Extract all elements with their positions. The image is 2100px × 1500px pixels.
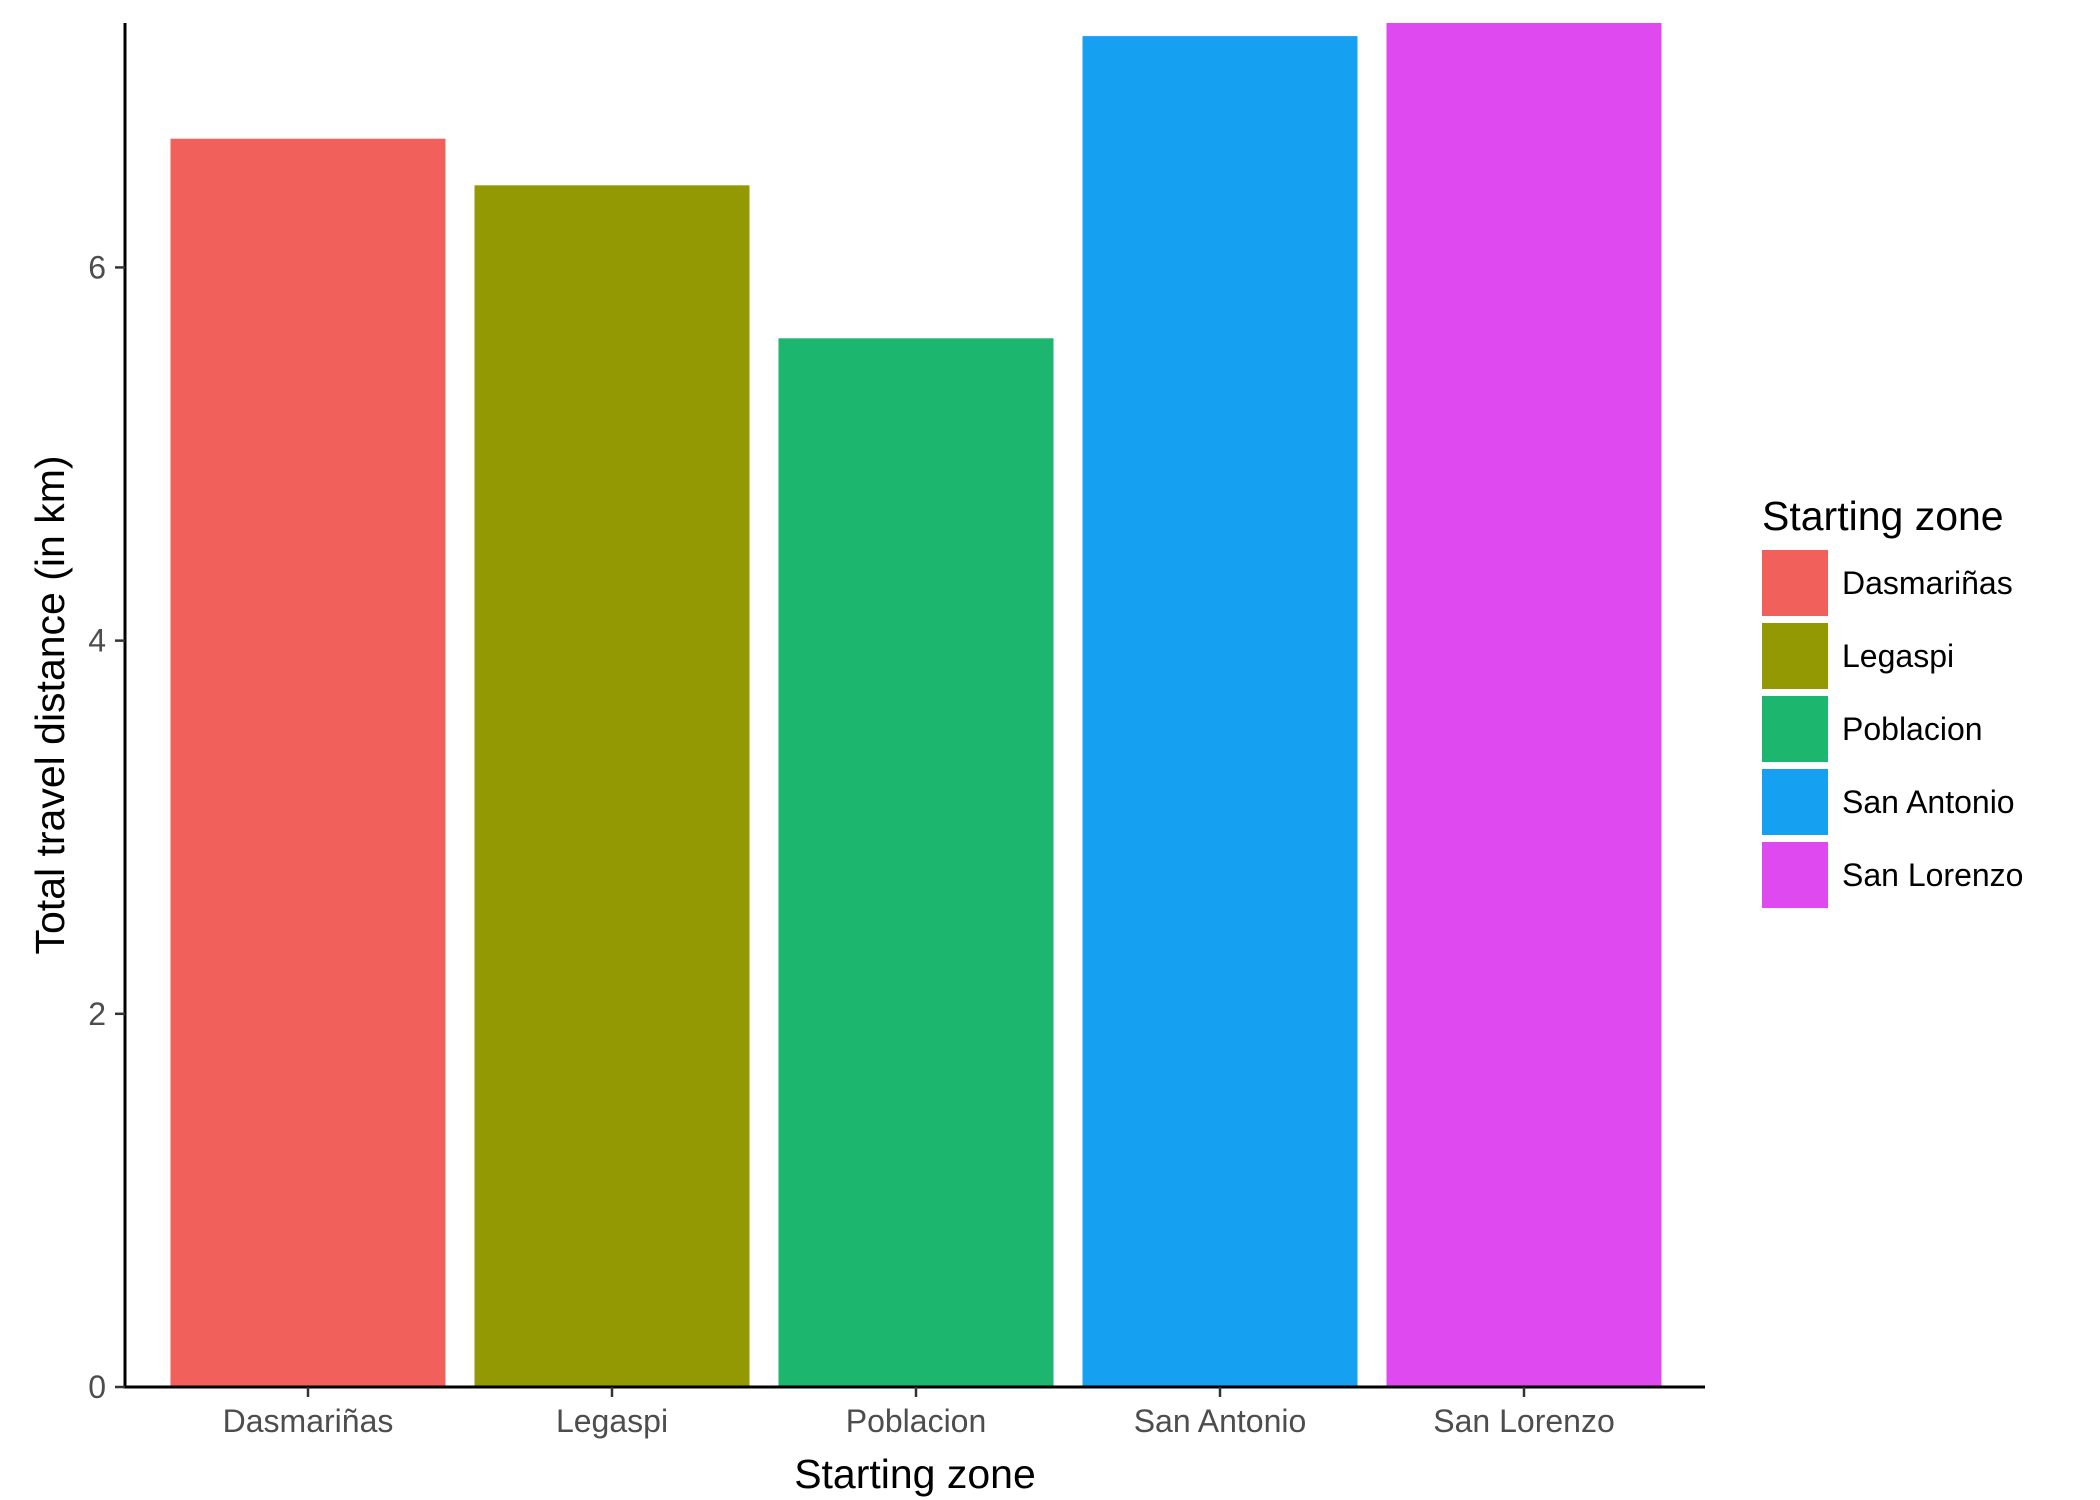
legend-label: Legaspi bbox=[1842, 638, 1954, 674]
x-tick-label: Dasmariñas bbox=[223, 1403, 394, 1439]
legend-title: Starting zone bbox=[1762, 493, 2004, 539]
bar-san-lorenzo bbox=[1386, 23, 1662, 1387]
bar-dasmariñas bbox=[170, 138, 446, 1388]
x-ticks-layer: Dasmariñas Legaspi Poblacion San Antonio San… bbox=[223, 1387, 1615, 1439]
legend-label: Poblacion bbox=[1842, 711, 1983, 747]
bars-layer bbox=[170, 23, 1662, 1388]
y-tick-label: 0 bbox=[88, 1369, 106, 1405]
legend-label: San Antonio bbox=[1842, 784, 2015, 820]
y-ticks-layer: 0 2 4 6 bbox=[88, 249, 125, 1405]
y-axis-title: Total travel distance (in km) bbox=[27, 455, 73, 954]
bar-legaspi bbox=[474, 185, 750, 1387]
bar-san-antonio bbox=[1082, 36, 1358, 1388]
x-tick-label: Legaspi bbox=[556, 1403, 668, 1439]
legend-label: Dasmariñas bbox=[1842, 565, 2013, 601]
x-tick-label: San Antonio bbox=[1134, 1403, 1307, 1439]
legend-label: San Lorenzo bbox=[1842, 857, 2023, 893]
x-axis-title: Starting zone bbox=[794, 1451, 1036, 1497]
y-tick-label: 4 bbox=[88, 623, 106, 659]
y-tick-label: 2 bbox=[88, 996, 106, 1032]
legend-key-poblacion bbox=[1762, 696, 1828, 762]
x-tick-label: San Lorenzo bbox=[1433, 1403, 1614, 1439]
legend-key-san-antonio bbox=[1762, 769, 1828, 835]
x-tick-label: Poblacion bbox=[846, 1403, 987, 1439]
legend: Starting zone Dasmariñas Legaspi Poblacion… bbox=[1762, 493, 2023, 908]
legend-items: Dasmariñas Legaspi Poblacion San Antonio San… bbox=[1762, 550, 2023, 908]
legend-key-legaspi bbox=[1762, 623, 1828, 689]
bar-poblacion bbox=[778, 338, 1054, 1387]
y-tick-label: 6 bbox=[88, 249, 106, 285]
legend-key-dasmariñas bbox=[1762, 550, 1828, 616]
legend-key-san-lorenzo bbox=[1762, 842, 1828, 908]
